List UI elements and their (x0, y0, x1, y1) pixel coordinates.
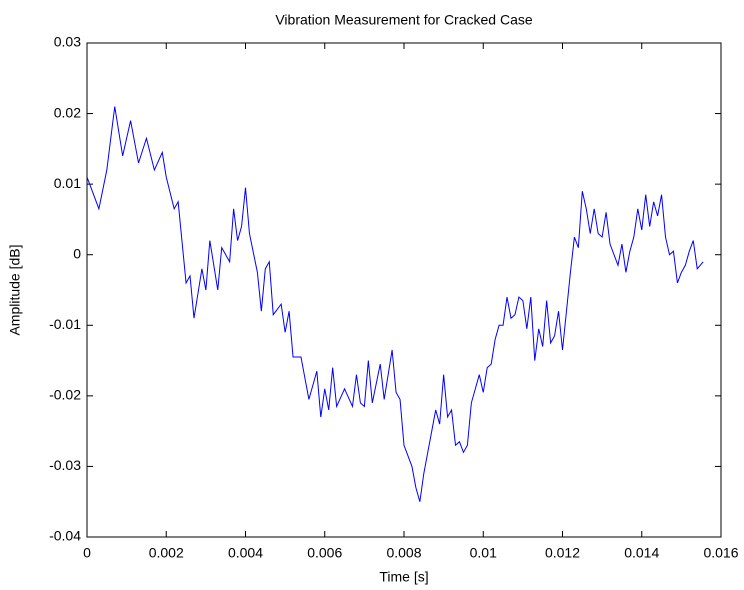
x-tick-label: 0.014 (624, 545, 659, 561)
y-tick-label: -0.02 (49, 387, 81, 403)
y-axis-label: Amplitude [dB] (7, 244, 23, 335)
x-tick-label: 0.002 (149, 545, 184, 561)
x-tick-label: 0.012 (545, 545, 580, 561)
data-line (86, 106, 704, 502)
x-tick-label: 0.004 (228, 545, 263, 561)
y-tick-label: -0.01 (49, 316, 81, 332)
y-tick-label: 0.03 (54, 34, 81, 50)
x-tick-label: 0.008 (386, 545, 421, 561)
x-tick-label: 0 (83, 545, 91, 561)
chart-title: Vibration Measurement for Cracked Case (275, 12, 533, 28)
x-tick-label: 0.01 (470, 545, 497, 561)
x-tick-label: 0.016 (703, 545, 738, 561)
y-tick-label: 0 (73, 245, 81, 261)
x-tick-label: 0.006 (307, 545, 342, 561)
x-axis-label: Time [s] (379, 569, 428, 585)
y-tick-label: -0.04 (49, 528, 81, 544)
y-tick-label: -0.03 (49, 457, 81, 473)
y-tick-label: 0.02 (54, 104, 81, 120)
y-tick-label: 0.01 (54, 175, 81, 191)
